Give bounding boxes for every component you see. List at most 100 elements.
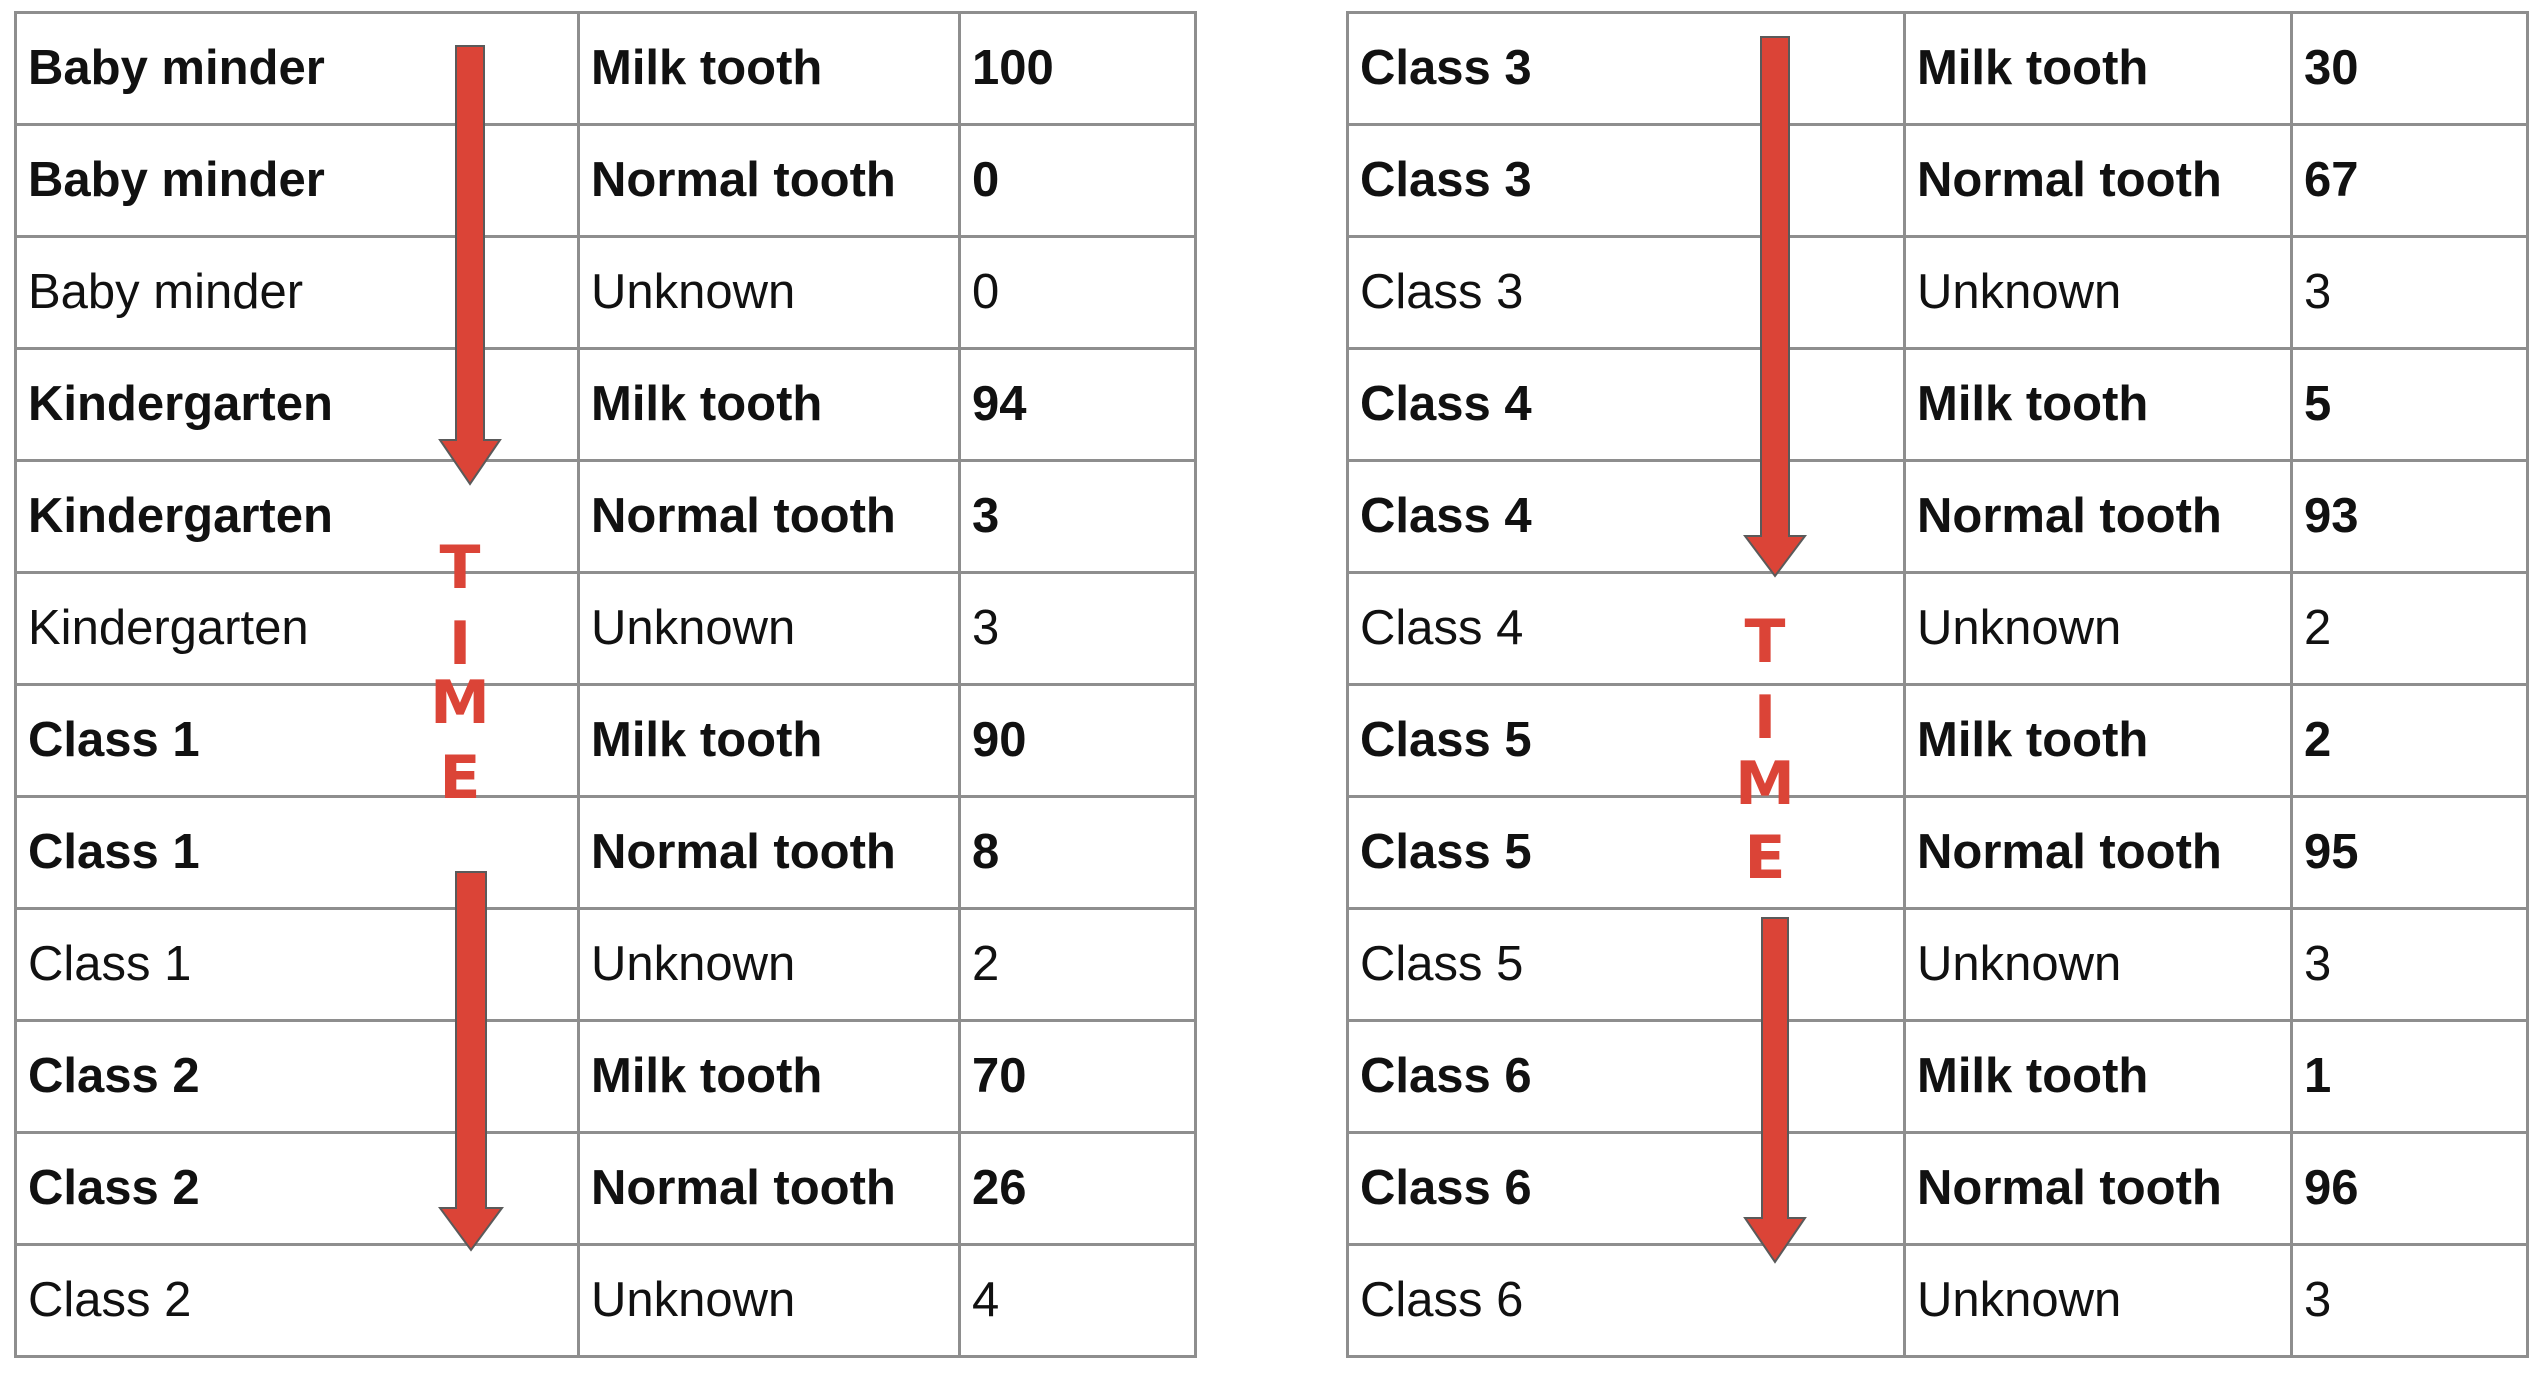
time-letter: M: [430, 668, 490, 738]
table-row: Class 3 Milk tooth 30: [1346, 11, 2529, 126]
tooth-type-cell: Milk tooth: [577, 683, 961, 798]
stage-cell: Baby minder: [14, 123, 580, 238]
stage-cell: Baby minder: [14, 11, 580, 126]
stage-cell: Class 1: [14, 907, 580, 1022]
table-row: Class 2 Unknown 4: [14, 1243, 1197, 1358]
table-row: Class 4 Milk tooth 5: [1346, 347, 2529, 462]
tooth-type-cell: Unknown: [577, 907, 961, 1022]
stage-cell: Class 6: [1346, 1019, 1906, 1134]
value-cell: 5: [2290, 347, 2529, 462]
left-table: Baby minder Milk tooth 100 Baby minder Norma…: [14, 11, 1197, 1358]
value-cell: 2: [958, 907, 1197, 1022]
table-row: Baby minder Normal tooth 0: [14, 123, 1197, 238]
table-row: Class 2 Normal tooth 26: [14, 1131, 1197, 1246]
stage-cell: Class 2: [14, 1243, 580, 1358]
time-letter: E: [439, 743, 481, 813]
table-row: Class 1 Unknown 2: [14, 907, 1197, 1022]
tooth-type-cell: Unknown: [577, 235, 961, 350]
value-cell: 67: [2290, 123, 2529, 238]
stage-cell: Class 6: [1346, 1131, 1906, 1246]
tooth-type-cell: Unknown: [1903, 235, 2293, 350]
stage-cell: Class 5: [1346, 907, 1906, 1022]
tooth-type-cell: Milk tooth: [1903, 1019, 2293, 1134]
value-cell: 94: [958, 347, 1197, 462]
value-cell: 70: [958, 1019, 1197, 1134]
table-row: Class 6 Unknown 3: [1346, 1243, 2529, 1358]
value-cell: 30: [2290, 11, 2529, 126]
stage-cell: Class 1: [14, 795, 580, 910]
tooth-type-cell: Normal tooth: [577, 795, 961, 910]
table-row: Kindergarten Unknown 3: [14, 571, 1197, 686]
value-cell: 0: [958, 235, 1197, 350]
stage-cell: Class 2: [14, 1019, 580, 1134]
table-row: Kindergarten Normal tooth 3: [14, 459, 1197, 574]
table-row: Class 2 Milk tooth 70: [14, 1019, 1197, 1134]
table-row: Baby minder Unknown 0: [14, 235, 1197, 350]
tooth-type-cell: Unknown: [1903, 907, 2293, 1022]
stage-cell: Kindergarten: [14, 571, 580, 686]
tooth-type-cell: Normal tooth: [1903, 1131, 2293, 1246]
value-cell: 95: [2290, 795, 2529, 910]
table-row: Kindergarten Milk tooth 94: [14, 347, 1197, 462]
tooth-type-cell: Milk tooth: [577, 347, 961, 462]
tooth-type-cell: Unknown: [577, 571, 961, 686]
value-cell: 3: [958, 459, 1197, 574]
stage-cell: Class 5: [1346, 795, 1906, 910]
stage-cell: Class 3: [1346, 235, 1906, 350]
stage-cell: Class 3: [1346, 123, 1906, 238]
table-row: Class 4 Unknown 2: [1346, 571, 2529, 686]
table-row: Class 6 Normal tooth 96: [1346, 1131, 2529, 1246]
stage-cell: Class 1: [14, 683, 580, 798]
table-row: Class 4 Normal tooth 93: [1346, 459, 2529, 574]
value-cell: 3: [2290, 907, 2529, 1022]
stage-cell: Class 4: [1346, 347, 1906, 462]
stage-cell: Class 4: [1346, 459, 1906, 574]
tooth-type-cell: Normal tooth: [577, 459, 961, 574]
value-cell: 26: [958, 1131, 1197, 1246]
value-cell: 8: [958, 795, 1197, 910]
stage-cell: Kindergarten: [14, 347, 580, 462]
left-table-body: Baby minder Milk tooth 100 Baby minder Norma…: [14, 11, 1197, 1358]
table-row: Class 3 Unknown 3: [1346, 235, 2529, 350]
stage-cell: Class 3: [1346, 11, 1906, 126]
right-table-body: Class 3 Milk tooth 30 Class 3 Normal tooth 67…: [1346, 11, 2529, 1358]
tooth-type-cell: Milk tooth: [1903, 347, 2293, 462]
tooth-type-cell: Normal tooth: [577, 123, 961, 238]
table-row: Class 3 Normal tooth 67: [1346, 123, 2529, 238]
tooth-type-cell: Unknown: [1903, 571, 2293, 686]
stage-cell: Kindergarten: [14, 459, 580, 574]
value-cell: 1: [2290, 1019, 2529, 1134]
time-letter: I: [1753, 683, 1777, 753]
table-row: Class 5 Normal tooth 95: [1346, 795, 2529, 910]
stage-cell: Class 4: [1346, 571, 1906, 686]
tooth-type-cell: Milk tooth: [577, 1019, 961, 1134]
value-cell: 90: [958, 683, 1197, 798]
tooth-type-cell: Milk tooth: [577, 11, 961, 126]
table-row: Class 6 Milk tooth 1: [1346, 1019, 2529, 1134]
value-cell: 3: [2290, 1243, 2529, 1358]
table-row: Class 1 Milk tooth 90: [14, 683, 1197, 798]
time-letter: I: [448, 609, 472, 679]
tooth-type-cell: Normal tooth: [1903, 123, 2293, 238]
tooth-type-cell: Milk tooth: [1903, 11, 2293, 126]
tooth-type-cell: Unknown: [577, 1243, 961, 1358]
value-cell: 96: [2290, 1131, 2529, 1246]
table-row: Baby minder Milk tooth 100: [14, 11, 1197, 126]
tooth-type-cell: Milk tooth: [1903, 683, 2293, 798]
value-cell: 2: [2290, 571, 2529, 686]
table-row: Class 1 Normal tooth 8: [14, 795, 1197, 910]
table-row: Class 5 Milk tooth 2: [1346, 683, 2529, 798]
tooth-type-cell: Normal tooth: [1903, 795, 2293, 910]
tooth-type-cell: Unknown: [1903, 1243, 2293, 1358]
stage-cell: Class 5: [1346, 683, 1906, 798]
tooth-type-cell: Normal tooth: [1903, 459, 2293, 574]
time-letter: M: [1735, 749, 1795, 819]
value-cell: 3: [958, 571, 1197, 686]
time-letter: T: [1744, 607, 1786, 677]
table-row: Class 5 Unknown 3: [1346, 907, 2529, 1022]
value-cell: 0: [958, 123, 1197, 238]
stage-cell: Class 6: [1346, 1243, 1906, 1358]
time-letter: E: [1744, 823, 1786, 893]
value-cell: 3: [2290, 235, 2529, 350]
value-cell: 100: [958, 11, 1197, 126]
